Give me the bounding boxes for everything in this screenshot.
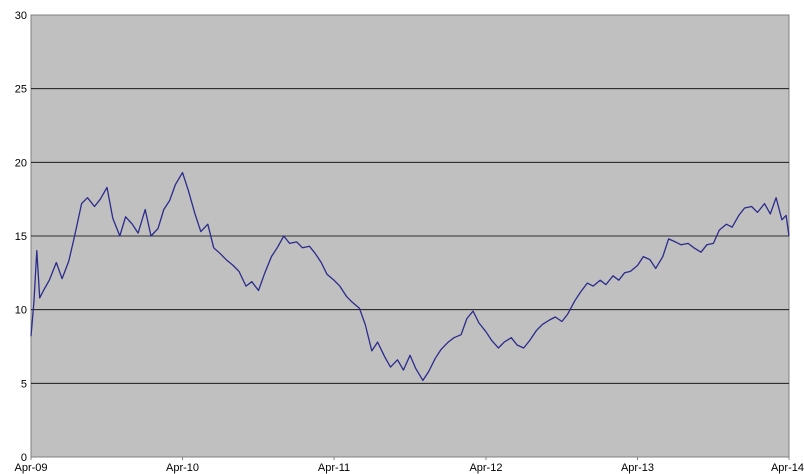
y-axis-ticks: 0 5 10 15 20 25 30	[15, 10, 27, 464]
series-line	[30, 171, 790, 382]
x-axis-ticks: Apr-09 Apr-10 Apr-11 Apr-12 Apr-13 Apr-14	[14, 457, 804, 474]
x-tick-label: Apr-12	[469, 462, 502, 474]
x-tick-label: Apr-14	[771, 462, 804, 474]
y-tick-label: 30	[15, 10, 27, 22]
y-tick-label: 15	[15, 231, 27, 243]
y-tick-label: 25	[15, 84, 27, 96]
x-tick-label: Apr-13	[621, 462, 654, 474]
x-tick-label: Apr-10	[166, 462, 199, 474]
y-tick-label: 0	[21, 452, 27, 464]
y-tick-label: 5	[21, 378, 27, 390]
x-tick-label: Apr-09	[14, 462, 47, 474]
x-tick-label: Apr-11	[318, 462, 350, 474]
y-tick-label: 20	[15, 157, 27, 169]
gridlines	[31, 88, 789, 384]
y-tick-label: 10	[15, 305, 27, 317]
